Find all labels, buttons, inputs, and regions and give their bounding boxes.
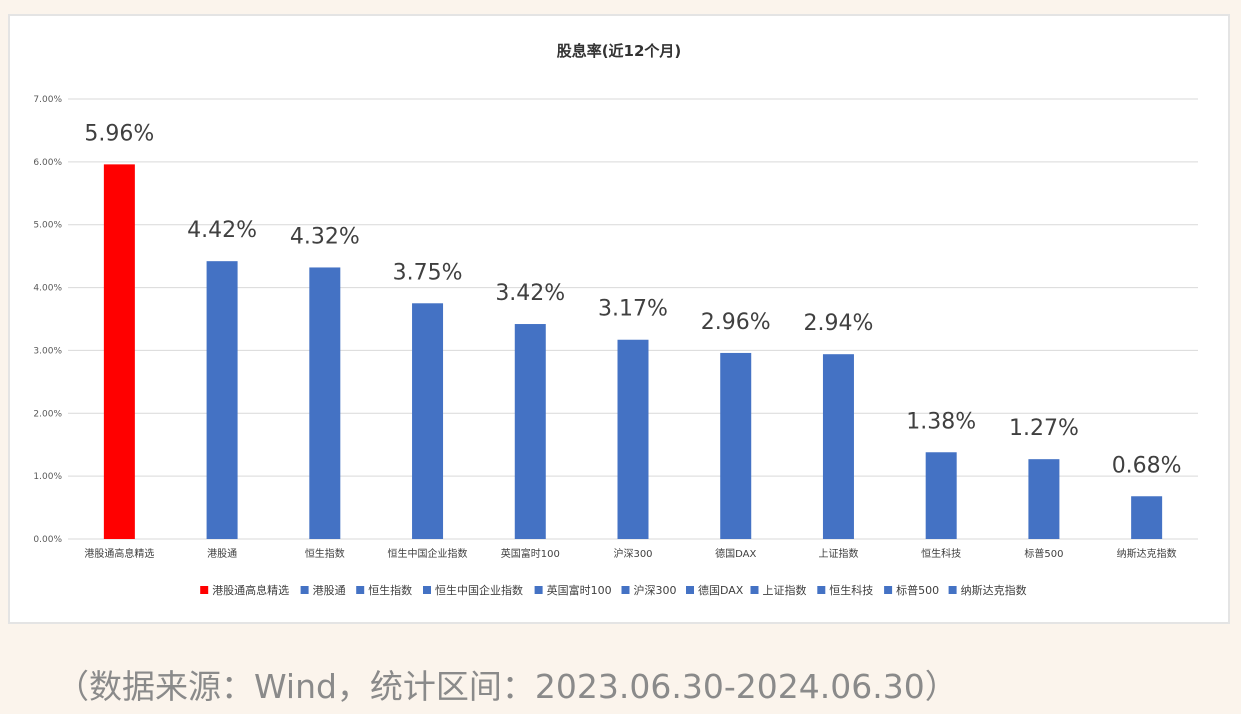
- chart-card: 股息率(近12个月) 0.00% 1.00% 2.00% 3.00% 4.00% 5.00…: [8, 14, 1230, 624]
- legend-swatch: [534, 586, 543, 594]
- bar: [822, 354, 854, 539]
- x-tick-label: 恒生中国企业指数: [388, 547, 468, 560]
- legend-item: 港股通高息精选: [212, 583, 289, 597]
- data-label: 3.17%: [598, 297, 668, 322]
- bar: [206, 261, 238, 539]
- bar: [103, 164, 135, 539]
- legend-swatch: [200, 586, 209, 594]
- legend-swatch: [621, 586, 630, 594]
- x-tick-label: 标普500: [1024, 547, 1063, 560]
- bar: [1131, 496, 1163, 539]
- legend-swatch: [884, 586, 893, 594]
- legend-item: 纳斯达克指数: [961, 583, 1027, 597]
- legend-swatch: [817, 586, 826, 594]
- x-tick-label: 恒生指数: [305, 547, 345, 560]
- y-tick-label: 4.00%: [33, 284, 62, 294]
- bar: [925, 452, 957, 539]
- source-note: （数据来源：Wind，统计区间：2023.06.30-2024.06.30）: [56, 667, 958, 706]
- x-tick-label: 港股通高息精选: [84, 547, 154, 560]
- x-tick-label: 德国DAX: [715, 547, 756, 560]
- legend-swatch: [356, 586, 365, 594]
- y-tick-label: 5.00%: [33, 221, 62, 231]
- legend-swatch: [750, 586, 759, 594]
- x-tick-label: 上证指数: [818, 547, 858, 560]
- bar: [514, 324, 546, 539]
- bar: [1028, 459, 1060, 539]
- data-label: 1.27%: [1009, 416, 1079, 441]
- y-tick-label: 2.00%: [33, 409, 62, 419]
- legend-item: 英国富时100: [547, 583, 612, 597]
- legend-item: 恒生中国企业指数: [435, 583, 523, 597]
- legend-item: 标普500: [896, 583, 939, 597]
- data-label: 3.75%: [393, 260, 463, 285]
- data-label: 4.32%: [290, 224, 360, 249]
- x-tick-label: 恒生科技: [921, 547, 961, 560]
- y-tick-label: 3.00%: [33, 346, 62, 356]
- legend-item: 恒生指数: [368, 583, 412, 597]
- legend-item: 上证指数: [763, 583, 807, 597]
- x-tick-label: 沪深300: [613, 547, 652, 560]
- bar: [617, 339, 649, 539]
- bar-chart: 0.00% 1.00% 2.00% 3.00% 4.00% 5.00% 6.00% 7.00%…: [33, 95, 1198, 597]
- x-tick-label: 纳斯达克指数: [1117, 547, 1177, 560]
- legend-item: 沪深300: [634, 583, 677, 597]
- bar: [412, 303, 444, 539]
- legend-item: 港股通: [313, 584, 346, 597]
- x-tick-label: 港股通: [207, 548, 237, 560]
- legend-swatch: [300, 586, 309, 594]
- data-label: 0.68%: [1112, 453, 1182, 478]
- data-label: 5.96%: [84, 121, 154, 146]
- data-label: 3.42%: [495, 281, 565, 306]
- bar: [720, 352, 752, 539]
- legend-swatch: [686, 586, 694, 594]
- y-tick-label: 0.00%: [33, 535, 62, 545]
- x-tick-label: 英国富时100: [501, 547, 560, 560]
- data-label: 4.42%: [187, 218, 257, 243]
- legend-item: 恒生科技: [829, 583, 873, 597]
- legend-item: 德国DAX: [698, 583, 744, 597]
- y-tick-label: 1.00%: [33, 472, 62, 482]
- legend-swatch: [948, 586, 957, 594]
- data-label: 2.96%: [701, 310, 771, 335]
- data-label: 1.38%: [906, 409, 976, 434]
- legend-swatch: [423, 586, 431, 594]
- chart-title: 股息率(近12个月): [556, 42, 682, 60]
- bar: [309, 267, 341, 539]
- y-tick-label: 7.00%: [33, 95, 62, 105]
- y-tick-label: 6.00%: [33, 158, 62, 168]
- data-label: 2.94%: [804, 311, 874, 336]
